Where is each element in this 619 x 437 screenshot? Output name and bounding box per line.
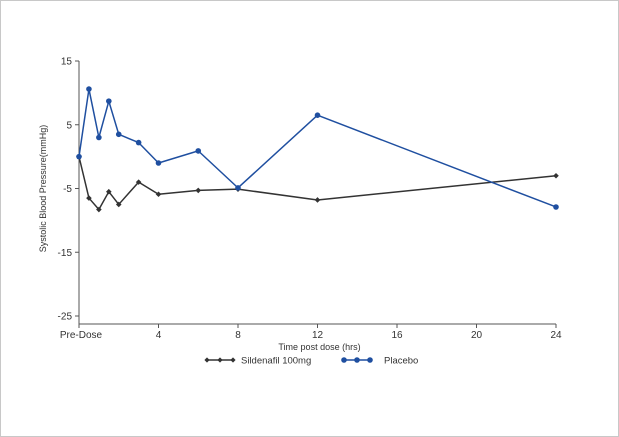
x-tick-label: 12 (312, 330, 324, 341)
series-placebo (76, 86, 559, 210)
data-point (155, 160, 162, 166)
data-point (76, 153, 82, 160)
y-tick-label: -25 (58, 312, 73, 323)
data-point (314, 197, 321, 203)
series-layer (76, 86, 559, 213)
data-point (235, 185, 241, 191)
legend-marker (341, 357, 347, 363)
data-point (553, 204, 559, 210)
axes (78, 61, 556, 325)
series-sildenafil (76, 153, 559, 213)
legend-marker (367, 357, 373, 363)
data-point (86, 195, 92, 201)
legend-item-sildenafil[interactable]: Sildenafil 100mg (204, 356, 311, 367)
data-point (115, 131, 122, 138)
data-point (106, 98, 112, 104)
data-point (115, 201, 122, 208)
data-point (86, 86, 92, 92)
legend-sildenafil-label: Sildenafil 100mg (241, 356, 311, 367)
data-point (96, 206, 102, 213)
legend-marker (204, 357, 210, 363)
data-point (553, 172, 559, 179)
x-tick-label: 20 (471, 330, 483, 341)
legend-marker (217, 357, 223, 363)
data-point (195, 187, 202, 194)
x-ticks: Pre-Dose 4 8 12 16 20 24 (60, 324, 562, 341)
legend-placebo-label: Placebo (384, 356, 418, 367)
y-tick-label: -15 (58, 248, 73, 259)
data-point (135, 179, 142, 185)
y-tick-label: -5 (63, 184, 72, 195)
data-point (96, 134, 102, 141)
legend: Sildenafil 100mg Placebo (204, 356, 418, 367)
y-axis-title: Systolic Blood Pressure(mmHg) (38, 125, 48, 253)
x-tick-label: 4 (156, 330, 162, 341)
data-point (155, 191, 162, 198)
x-tick-label: Pre-Dose (60, 330, 103, 341)
data-point (106, 188, 112, 195)
data-point (314, 112, 321, 118)
x-axis-title: Time post dose (hrs) (278, 342, 360, 352)
x-tick-label: 16 (391, 330, 403, 341)
legend-marker (230, 357, 236, 363)
data-point (135, 139, 142, 146)
x-tick-label: 8 (235, 330, 241, 341)
legend-marker (354, 357, 360, 363)
legend-item-placebo[interactable]: Placebo (341, 356, 418, 367)
y-tick-label: 5 (66, 120, 72, 131)
data-point (195, 148, 202, 154)
y-ticks: 15 5 -5 -15 -25 (58, 57, 79, 323)
x-tick-label: 24 (550, 330, 562, 341)
y-tick-label: 15 (61, 57, 73, 68)
